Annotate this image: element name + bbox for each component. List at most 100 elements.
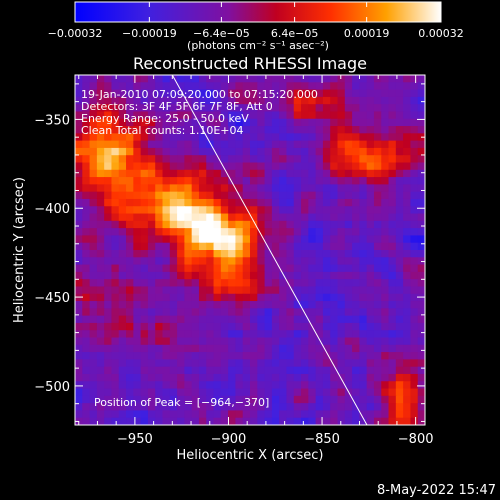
heatmap-cell: [155, 388, 164, 397]
heatmap-cell: [177, 155, 185, 164]
heatmap-cell: [403, 155, 412, 164]
heatmap-cell: [191, 169, 200, 178]
heatmap-cell: [169, 162, 178, 171]
heatmap-cell: [373, 337, 382, 346]
heatmap-cell: [184, 352, 193, 360]
heatmap-cell: [271, 359, 280, 368]
heatmap-cell: [395, 235, 404, 244]
heatmap-cell: [315, 133, 324, 142]
heatmap-cell: [264, 169, 273, 178]
heatmap-cell: [162, 373, 171, 382]
heatmap-cell: [198, 352, 207, 360]
heatmap-cell: [118, 293, 127, 302]
heatmap-cell: [257, 75, 266, 83]
heatmap-cell: [403, 184, 412, 193]
heatmap-cell: [82, 257, 91, 266]
heatmap-cell: [147, 271, 156, 280]
heatmap-cell: [330, 257, 339, 266]
heatmap-cell: [388, 410, 397, 419]
heatmap-cell: [264, 191, 273, 200]
heatmap-cell: [403, 220, 412, 229]
heatmap-cell: [359, 417, 368, 425]
heatmap-cell: [417, 82, 425, 91]
heatmap-cell: [395, 315, 404, 324]
heatmap-cell: [410, 344, 419, 353]
heatmap-cell: [147, 191, 156, 200]
heatmap-cell: [286, 373, 295, 382]
heatmap-cell: [118, 330, 127, 339]
heatmap-cell: [82, 366, 91, 375]
heatmap-cell: [403, 162, 412, 171]
heatmap-cell: [89, 191, 98, 200]
heatmap-cell: [417, 410, 425, 419]
heatmap-cell: [140, 89, 149, 98]
heatmap-cell: [96, 388, 105, 397]
heatmap-cell: [89, 257, 98, 266]
heatmap-cell: [82, 104, 91, 113]
heatmap-cell: [330, 147, 339, 156]
heatmap-cell: [162, 206, 171, 215]
heatmap-cell: [140, 96, 149, 105]
heatmap-cell: [133, 330, 142, 339]
heatmap-cell: [337, 169, 346, 178]
heatmap-cell: [184, 75, 193, 83]
heatmap-cell: [235, 228, 244, 237]
heatmap-cell: [228, 257, 237, 266]
heatmap-cell: [147, 228, 156, 237]
heatmap-cell: [242, 308, 251, 317]
heatmap-cell: [337, 359, 346, 368]
heatmap-cell: [111, 286, 120, 295]
heatmap-cell: [301, 381, 309, 390]
heatmap-cell: [191, 373, 200, 382]
heatmap-cell: [395, 250, 404, 258]
heatmap-cell: [330, 373, 339, 382]
heatmap-cell: [118, 322, 127, 331]
heatmap-cell: [257, 264, 266, 273]
heatmap-cell: [293, 104, 302, 113]
heatmap-cell: [403, 344, 412, 353]
heatmap-cell: [359, 308, 368, 317]
heatmap-cell: [315, 271, 324, 280]
heatmap-cell: [344, 322, 353, 331]
heatmap-cell: [198, 395, 207, 404]
heatmap-cell: [395, 293, 404, 302]
heatmap-cell: [359, 293, 368, 302]
heatmap-cell: [352, 228, 360, 237]
heatmap-cell: [403, 286, 412, 295]
heatmap-cell: [198, 169, 207, 178]
heatmap-cell: [337, 177, 346, 185]
heatmap-cell: [220, 169, 229, 178]
heatmap-cell: [250, 126, 258, 134]
heatmap-cell: [242, 403, 251, 412]
heatmap-cell: [257, 344, 266, 353]
heatmap-cell: [235, 308, 244, 317]
colorbar-tick-label: 0.00032: [418, 27, 464, 40]
heatmap-cell: [213, 250, 222, 258]
heatmap-cell: [228, 104, 237, 113]
heatmap-cell: [373, 330, 382, 339]
heatmap-cell: [206, 410, 215, 419]
heatmap-cell: [118, 162, 127, 171]
heatmap-cell: [155, 213, 164, 222]
heatmap-cell: [301, 133, 309, 142]
heatmap-cell: [126, 308, 134, 317]
heatmap-cell: [286, 257, 295, 266]
heatmap-cell: [388, 104, 397, 113]
heatmap-cell: [352, 322, 360, 331]
heatmap-cell: [344, 308, 353, 317]
heatmap-cell: [228, 155, 237, 164]
heatmap-cell: [169, 82, 178, 91]
heatmap-cell: [75, 403, 83, 412]
heatmap-cell: [206, 126, 215, 134]
heatmap-cell: [162, 366, 171, 375]
heatmap-cell: [191, 177, 200, 185]
heatmap-cell: [191, 242, 200, 251]
heatmap-cell: [257, 322, 266, 331]
heatmap-cell: [286, 403, 295, 412]
heatmap-cell: [104, 96, 113, 105]
heatmap-cell: [184, 301, 193, 309]
heatmap-cell: [395, 264, 404, 273]
heatmap-cell: [220, 271, 229, 280]
heatmap-cell: [293, 417, 302, 425]
heatmap-cell: [155, 169, 164, 178]
